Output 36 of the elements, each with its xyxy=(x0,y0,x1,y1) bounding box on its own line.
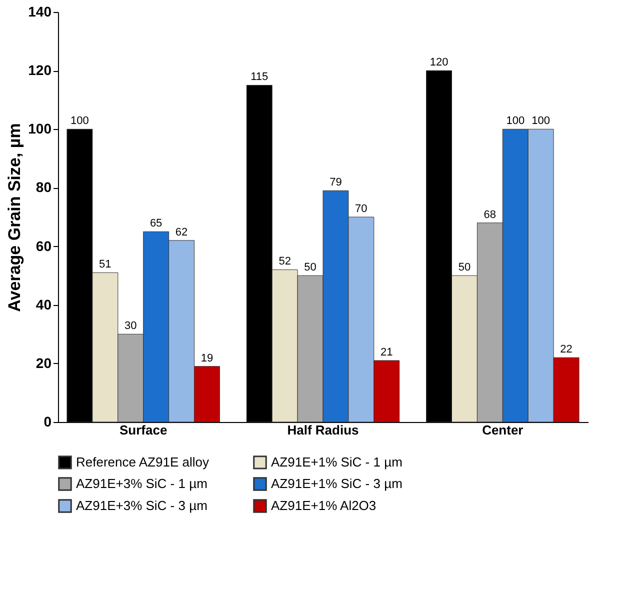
x-tick-label: Surface xyxy=(119,422,168,438)
legend-label: AZ91E+1% SiC - 3 µm xyxy=(271,476,402,491)
y-tick-label: 60 xyxy=(36,238,52,254)
data-label: 50 xyxy=(304,262,316,274)
data-label: 79 xyxy=(330,176,342,189)
data-label: 21 xyxy=(380,346,393,358)
data-label: 68 xyxy=(484,208,496,221)
data-label: 70 xyxy=(355,203,368,215)
y-tick-label: 140 xyxy=(28,4,52,20)
data-label: 52 xyxy=(278,256,291,268)
y-tick-label: 40 xyxy=(36,296,52,312)
y-tick-label: 20 xyxy=(36,354,52,371)
data-label: 100 xyxy=(506,115,525,128)
y-tick-label: 80 xyxy=(36,179,52,196)
y-tick-label: 100 xyxy=(28,120,52,137)
y-tick-label: 0 xyxy=(44,414,52,430)
data-label: 30 xyxy=(124,320,137,332)
data-label: 65 xyxy=(150,218,162,230)
data-label: 62 xyxy=(175,226,188,238)
data-label: 22 xyxy=(560,344,572,356)
legend-label: AZ91E+1% SiC - 1 µm xyxy=(271,454,402,470)
y-tick-label: 120 xyxy=(28,62,52,78)
legend-label: Reference AZ91E alloy xyxy=(76,454,210,470)
data-label: 19 xyxy=(200,352,214,364)
data-label: 100 xyxy=(70,115,89,128)
data-label: 115 xyxy=(250,71,268,84)
x-tick-label: Half Radius xyxy=(287,422,359,438)
data-label: 50 xyxy=(458,262,471,274)
y-axis-title: Average Grain Size, µm xyxy=(5,123,24,312)
x-tick-label: Center xyxy=(482,422,524,438)
data-label: 51 xyxy=(99,258,112,271)
legend-label: AZ91E+3% SiC - 3 µm xyxy=(76,498,208,513)
data-label: 120 xyxy=(430,56,448,69)
data-label: 100 xyxy=(532,115,550,128)
legend-label: AZ91E+1% Al2O3 xyxy=(271,498,376,513)
legend-label: AZ91E+3% SiC - 1 µm xyxy=(76,476,208,491)
